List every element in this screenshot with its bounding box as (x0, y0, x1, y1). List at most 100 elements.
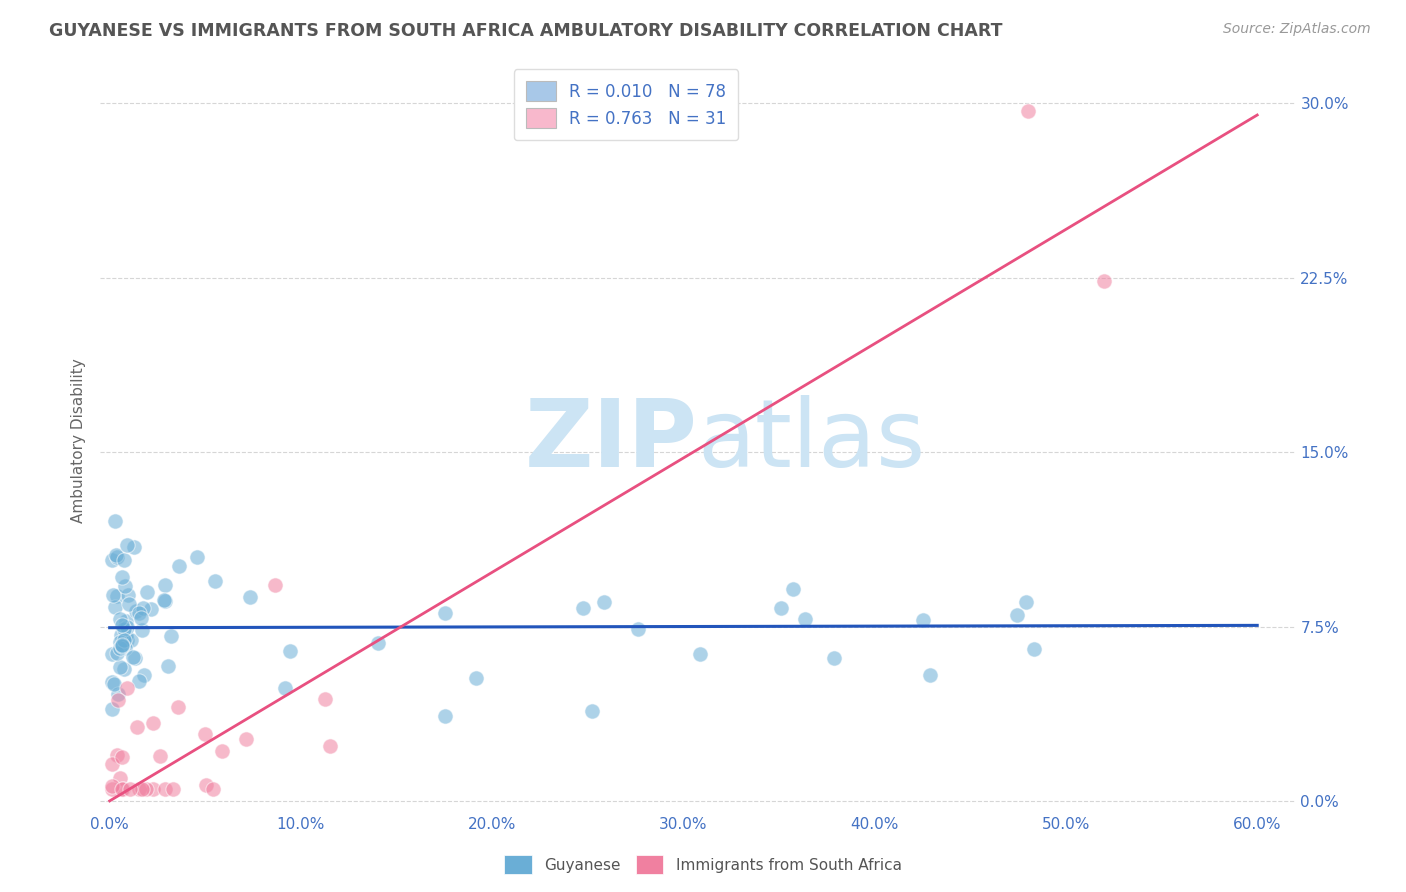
Point (264, 578, 287, 592)
Point (103, 677, 125, 691)
Point (114, 629, 136, 643)
Point (131, 782, 153, 797)
Point (1017, 103, 1039, 118)
Point (101, 588, 124, 602)
Point (367, 636, 389, 650)
Y-axis label: Ambulatory Disability: Ambulatory Disability (72, 359, 86, 523)
Point (167, 559, 190, 574)
Point (100, 647, 122, 661)
Point (131, 623, 153, 637)
Point (107, 748, 129, 763)
Point (104, 549, 127, 563)
Point (239, 590, 262, 604)
Point (1015, 594, 1038, 608)
Text: GUYANESE VS IMMIGRANTS FROM SOUTH AFRICA AMBULATORY DISABILITY CORRELATION CHART: GUYANESE VS IMMIGRANTS FROM SOUTH AFRICA… (49, 22, 1002, 40)
Point (111, 638, 134, 652)
Point (132, 601, 155, 615)
Point (100, 552, 122, 566)
Point (124, 540, 146, 554)
Point (793, 612, 815, 626)
Point (1092, 274, 1115, 288)
Point (141, 602, 163, 616)
Point (111, 570, 134, 584)
Point (135, 782, 157, 797)
Point (105, 549, 128, 564)
Point (581, 704, 603, 718)
Point (823, 650, 845, 665)
Point (111, 618, 134, 632)
Point (124, 650, 146, 665)
Point (100, 702, 122, 716)
Point (194, 727, 217, 741)
Point (1024, 641, 1046, 656)
Point (117, 632, 139, 647)
Point (128, 674, 150, 689)
Point (115, 538, 138, 552)
Point (153, 578, 176, 592)
Point (572, 601, 595, 615)
Point (112, 553, 135, 567)
Point (115, 681, 138, 695)
Point (117, 588, 139, 602)
Point (108, 659, 131, 673)
Point (464, 671, 486, 685)
Point (114, 579, 136, 593)
Point (108, 612, 131, 626)
Point (201, 782, 224, 797)
Point (433, 606, 456, 620)
Point (314, 691, 336, 706)
Legend: Guyanese, Immigrants from South Africa: Guyanese, Immigrants from South Africa (498, 849, 908, 880)
Point (1005, 607, 1028, 622)
Point (433, 709, 456, 723)
Point (111, 633, 134, 648)
Point (142, 782, 165, 797)
Point (918, 667, 941, 681)
Point (111, 640, 134, 654)
Point (111, 750, 134, 764)
Point (211, 744, 233, 758)
Point (204, 574, 226, 589)
Point (111, 782, 134, 797)
Point (160, 628, 183, 642)
Point (274, 681, 297, 696)
Point (592, 595, 614, 609)
Point (157, 658, 180, 673)
Legend: R = 0.010   N = 78, R = 0.763   N = 31: R = 0.010 N = 78, R = 0.763 N = 31 (515, 70, 738, 140)
Point (105, 646, 128, 660)
Point (118, 597, 141, 611)
Point (235, 732, 257, 747)
Point (104, 515, 127, 529)
Point (110, 640, 132, 655)
Point (128, 782, 150, 797)
Point (121, 649, 143, 664)
Point (136, 585, 159, 599)
Point (107, 693, 129, 707)
Point (162, 782, 184, 797)
Point (100, 675, 122, 690)
Point (114, 615, 136, 629)
Point (104, 600, 127, 615)
Point (153, 593, 176, 607)
Point (782, 582, 804, 596)
Point (167, 699, 190, 714)
Point (186, 549, 208, 564)
Point (108, 771, 131, 785)
Point (107, 589, 129, 603)
Point (319, 739, 342, 754)
Point (153, 594, 176, 608)
Point (125, 604, 148, 618)
Point (100, 782, 122, 797)
Point (115, 620, 138, 634)
Point (110, 635, 132, 649)
Point (689, 647, 711, 661)
Point (148, 748, 170, 763)
Point (100, 779, 122, 793)
Point (112, 663, 135, 677)
Point (114, 641, 136, 656)
Point (112, 782, 135, 797)
Point (769, 601, 792, 615)
Point (110, 628, 132, 642)
Point (155, 782, 177, 797)
Point (142, 715, 165, 730)
Text: Source: ZipAtlas.com: Source: ZipAtlas.com (1223, 22, 1371, 37)
